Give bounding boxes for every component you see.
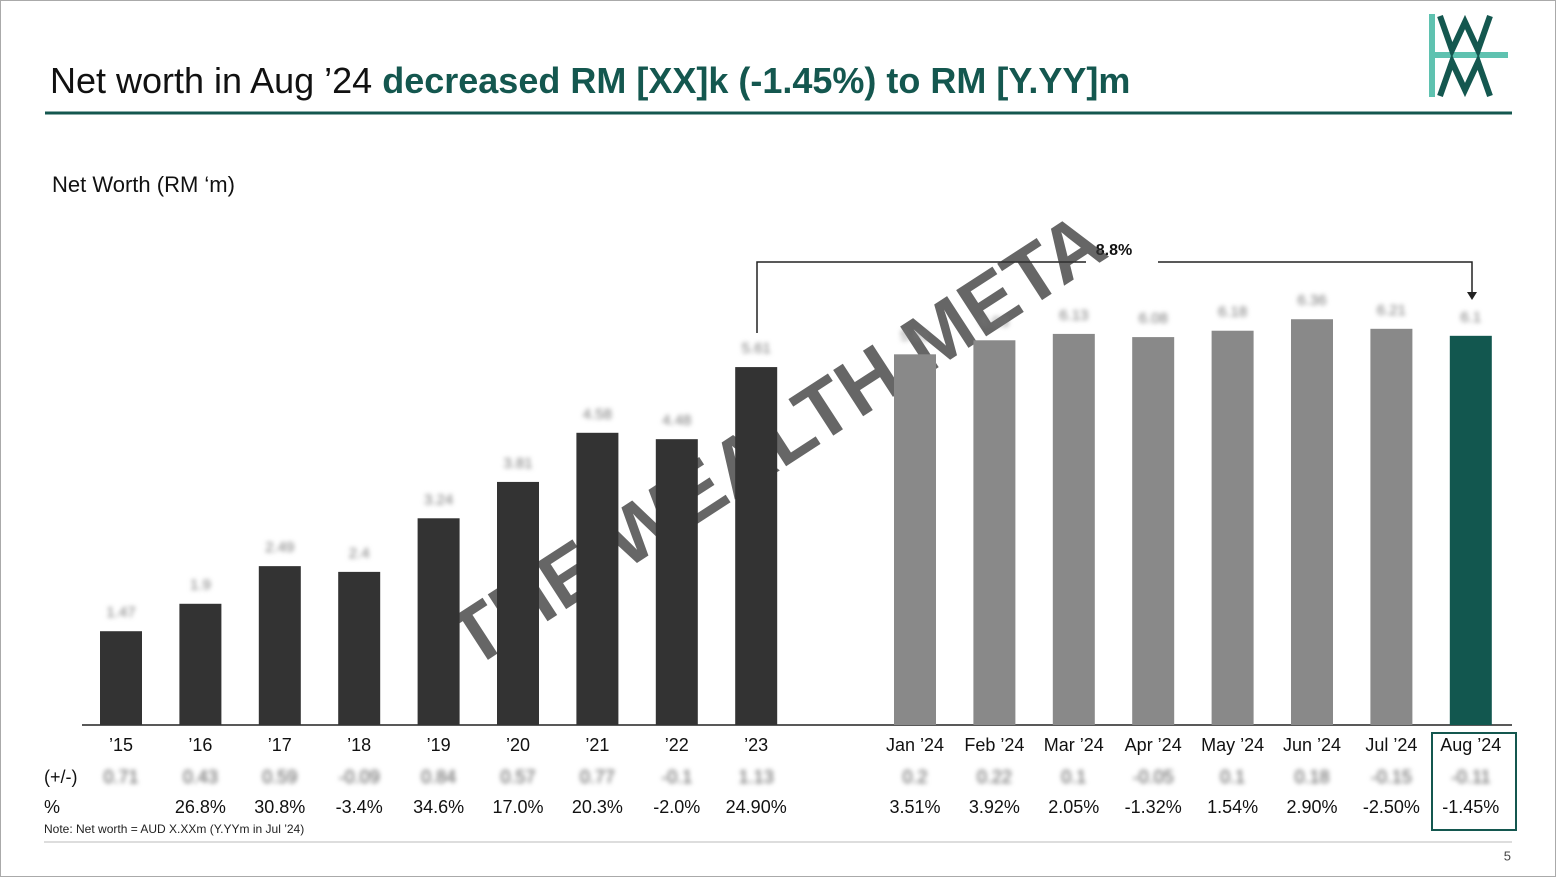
value-label: 3.81 <box>503 455 532 472</box>
row-value: -0.15 <box>1371 767 1412 787</box>
bar <box>497 481 539 725</box>
bar <box>179 603 222 725</box>
row-value: 0.22 <box>977 767 1012 787</box>
x-tick-label: May ’24 <box>1201 735 1264 755</box>
row-value: -2.0% <box>653 797 700 817</box>
slide-title: Net worth in Aug ’24 decreased RM [XX]k … <box>50 60 1130 101</box>
row-value: 0.18 <box>1294 767 1329 787</box>
bar <box>1291 319 1333 725</box>
row-value: 20.3% <box>572 797 623 817</box>
value-label: 6.03 <box>980 313 1009 330</box>
bar <box>1052 333 1095 725</box>
value-label: 5.61 <box>742 340 771 357</box>
row-value: 1.13 <box>739 767 774 787</box>
bar <box>417 518 460 725</box>
x-tick-label: Jan ’24 <box>886 735 944 755</box>
row-value: -0.11 <box>1451 767 1491 787</box>
value-label: 6.18 <box>1218 304 1247 321</box>
x-tick-label: Jul ’24 <box>1365 735 1417 755</box>
x-tick-label: ’21 <box>585 735 609 755</box>
value-label: 2.49 <box>265 539 294 556</box>
bar <box>973 340 1016 725</box>
x-tick-label: Jun ’24 <box>1283 735 1341 755</box>
annotation: 8.8% <box>1096 242 1132 259</box>
chart-title: Net Worth (RM ‘m) <box>52 172 235 197</box>
row-label: (+/-) <box>44 767 78 787</box>
bracket-arrow <box>1467 292 1477 300</box>
x-tick-label: Apr ’24 <box>1125 735 1182 755</box>
bracket-right <box>1158 261 1473 296</box>
page-number: 5 <box>1504 848 1511 863</box>
value-label: 2.4 <box>349 545 370 562</box>
value-label: 1.9 <box>190 577 211 594</box>
row-value: 0.71 <box>103 767 138 787</box>
row-value: 2.90% <box>1286 797 1337 817</box>
row-value: 0.2 <box>902 767 927 787</box>
bar <box>735 367 778 725</box>
value-label: 6.21 <box>1377 302 1406 319</box>
row-value: -1.32% <box>1125 797 1182 817</box>
row-value: 0.57 <box>500 767 535 787</box>
bar <box>100 631 142 725</box>
row-value: -0.09 <box>339 767 380 787</box>
x-tick-label: ’23 <box>744 735 768 755</box>
x-tick-label: Feb ’24 <box>964 735 1024 755</box>
x-tick-label: ’19 <box>427 735 451 755</box>
row-value: 26.8% <box>175 797 226 817</box>
bar <box>1211 330 1254 725</box>
row-value: -1.45% <box>1442 797 1499 817</box>
highlight-box <box>1431 732 1517 831</box>
row-value: 0.1 <box>1220 767 1245 787</box>
row-value: 0.1 <box>1061 767 1086 787</box>
row-value: -2.50% <box>1363 797 1420 817</box>
bar <box>576 432 619 725</box>
row-value: 30.8% <box>254 797 305 817</box>
x-tick-label: ’15 <box>109 735 133 755</box>
value-label: 1.47 <box>106 604 135 621</box>
value-label: 6.08 <box>1139 310 1168 327</box>
title-plain: Net worth in Aug ’24 <box>50 60 372 101</box>
value-label: 6.13 <box>1059 307 1088 324</box>
value-label: 5.81 <box>900 327 929 344</box>
bar <box>894 354 936 725</box>
bracket-left <box>756 261 1086 333</box>
bar <box>655 439 698 725</box>
note: Note: Net worth = AUD X.XXm (Y.YYm in Ju… <box>44 822 304 836</box>
logo <box>1429 14 1508 98</box>
bar <box>1449 335 1492 725</box>
row-value: 3.51% <box>889 797 940 817</box>
title-highlight: decreased RM [XX]k (-1.45%) to RM [Y.YY]… <box>382 60 1130 101</box>
row-value: 2.05% <box>1048 797 1099 817</box>
x-tick-label: ’16 <box>188 735 212 755</box>
row-value: 0.59 <box>262 767 297 787</box>
row-value: -0.05 <box>1133 767 1174 787</box>
x-tick-label: ’22 <box>665 735 689 755</box>
value-label: 4.48 <box>662 412 691 429</box>
value-label: 6.1 <box>1460 309 1481 326</box>
x-tick-label: ’17 <box>268 735 292 755</box>
value-label: 4.58 <box>583 406 612 423</box>
x-tick-label: Aug ’24 <box>1440 735 1501 755</box>
bar <box>1132 337 1175 725</box>
x-tick-label: ’20 <box>506 735 530 755</box>
bar <box>1370 328 1413 725</box>
bar <box>338 571 381 725</box>
row-value: -3.4% <box>336 797 383 817</box>
row-value: 17.0% <box>492 797 543 817</box>
row-value: 24.90% <box>726 797 787 817</box>
x-tick-label: Mar ’24 <box>1044 735 1104 755</box>
row-label: % <box>44 797 60 817</box>
value-label: 3.24 <box>424 491 453 508</box>
row-value: 0.84 <box>421 767 456 787</box>
row-value: 0.77 <box>580 767 615 787</box>
row-value: 34.6% <box>413 797 464 817</box>
row-value: 1.54% <box>1207 797 1258 817</box>
bar <box>258 566 301 725</box>
value-label: 6.36 <box>1297 292 1326 309</box>
row-value: 3.92% <box>969 797 1020 817</box>
x-tick-label: ’18 <box>347 735 371 755</box>
row-value: 0.43 <box>183 767 218 787</box>
row-value: -0.1 <box>661 767 692 787</box>
